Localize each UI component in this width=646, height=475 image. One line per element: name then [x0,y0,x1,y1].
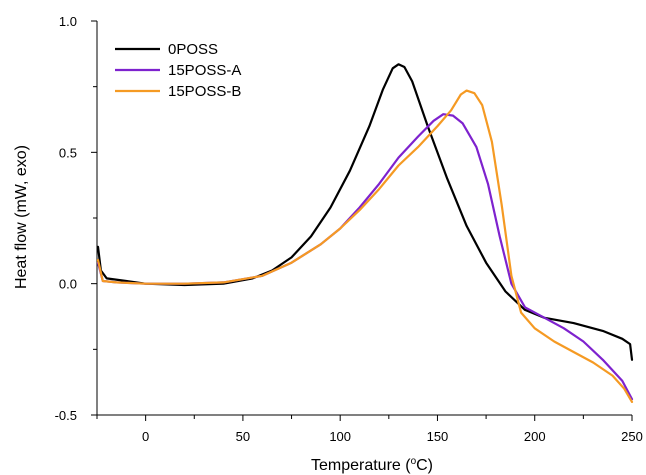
series-line-15poss-b [96,89,634,403]
series-line-15poss-a [96,113,634,401]
legend-label: 0POSS [168,41,218,58]
x-tick-label: 50 [236,429,250,444]
y-tick-label: -0.5 [55,408,77,423]
x-tick-label: 250 [621,429,643,444]
series-line-0poss [96,63,634,361]
plot-frame [96,21,632,416]
y-axis-title: Heat flow (mW, exo) [13,145,30,289]
legend-label: 15POSS-A [168,62,241,79]
y-tick-label: 0.5 [59,145,77,160]
x-axis: 0 50 100 150 200 250 [96,415,643,444]
x-tick-label: 200 [524,429,546,444]
legend-label: 15POSS-B [168,83,241,100]
series-layer [96,63,634,403]
x-tick-label: 100 [329,429,351,444]
x-tick-label: 150 [427,429,449,444]
x-tick-label: 0 [142,429,149,444]
x-axis-title: Temperature (oC) [311,456,433,474]
y-tick-label: 1.0 [59,14,77,29]
x-axis-title-text: Temperature ( [311,457,411,474]
legend: 0POSS 15POSS-A 15POSS-B [115,41,241,100]
x-axis-title-unit: C) [416,457,433,474]
y-axis: 1.0 0.5 0.0 -0.5 [55,14,97,423]
y-tick-label: 0.0 [59,277,77,292]
x-axis-title-superscript: o [411,456,417,467]
